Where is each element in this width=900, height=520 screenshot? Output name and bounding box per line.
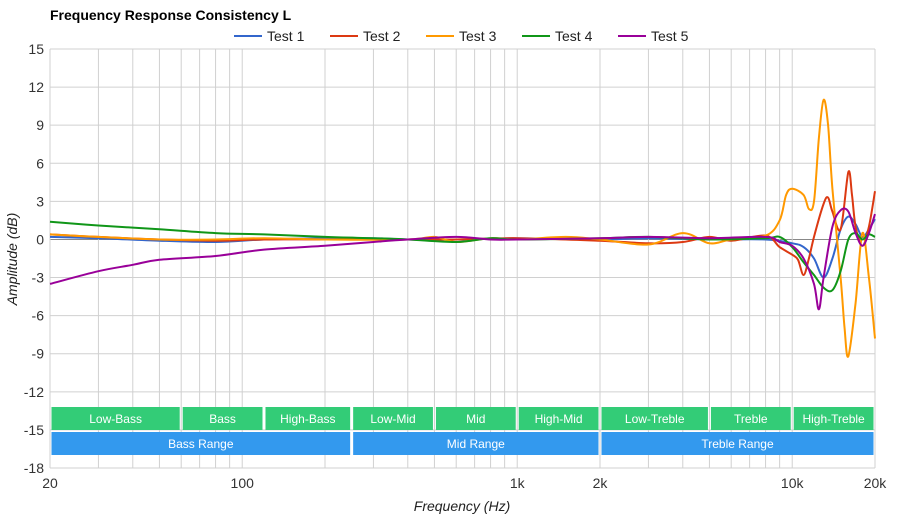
series-line-test-5 bbox=[49, 207, 876, 311]
legend-label: Test 1 bbox=[267, 28, 305, 44]
range-mid-range bbox=[353, 432, 599, 455]
band-label: Low-Mid bbox=[370, 412, 415, 426]
x-axis-label: Frequency (Hz) bbox=[414, 498, 510, 514]
legend-label: Test 4 bbox=[555, 28, 593, 44]
band-low-treble bbox=[601, 407, 708, 430]
y-tick-label: 6 bbox=[36, 155, 44, 171]
band-label: Bass bbox=[209, 412, 236, 426]
band-high-bass bbox=[265, 407, 351, 430]
y-tick-label: 12 bbox=[28, 79, 44, 95]
range-label: Bass Range bbox=[168, 437, 234, 451]
band-label: Low-Treble bbox=[625, 412, 685, 426]
series-line-test-1 bbox=[49, 215, 876, 279]
range-treble-range bbox=[601, 432, 874, 455]
legend: Test 1 Test 2 Test 3 Test 4 Test 5 bbox=[234, 28, 689, 44]
x-tick-label: 20 bbox=[42, 475, 58, 491]
y-tick-label: -6 bbox=[32, 308, 45, 324]
band-treble bbox=[710, 407, 791, 430]
y-axis-label: Amplitude (dB) bbox=[4, 213, 20, 307]
x-tick-label: 100 bbox=[231, 475, 255, 491]
x-tick-label: 20k bbox=[864, 475, 888, 491]
band-label: Low-Bass bbox=[89, 412, 142, 426]
series-line-test-4 bbox=[49, 220, 876, 293]
band-mid bbox=[435, 407, 516, 430]
y-axis-ticks: 15 12 9 6 3 0 -3 -6 -9 -12 -15 -18 bbox=[24, 41, 44, 476]
x-tick-label: 1k bbox=[510, 475, 526, 491]
x-tick-label: 2k bbox=[593, 475, 609, 491]
band-label: High-Treble bbox=[802, 412, 865, 426]
series-lines bbox=[49, 98, 876, 358]
y-tick-label: -3 bbox=[32, 270, 45, 286]
band-low-mid bbox=[353, 407, 433, 430]
y-tick-label: 15 bbox=[28, 41, 44, 57]
range-label: Treble Range bbox=[701, 437, 774, 451]
band-low-bass bbox=[51, 407, 180, 430]
band-overlays: Low-Bass Bass High-Bass Low-Mid Mid High-Mid L… bbox=[51, 407, 874, 455]
legend-label: Test 5 bbox=[651, 28, 689, 44]
band-label: Treble bbox=[734, 412, 768, 426]
band-label: High-Mid bbox=[535, 412, 583, 426]
band-bass bbox=[182, 407, 263, 430]
y-tick-label: -18 bbox=[24, 460, 44, 476]
series-line-test-3 bbox=[49, 98, 876, 358]
legend-label: Test 2 bbox=[363, 28, 401, 44]
band-label: Mid bbox=[466, 412, 485, 426]
y-tick-label: -9 bbox=[32, 346, 45, 362]
y-tick-label: 9 bbox=[36, 117, 44, 133]
chart-title: Frequency Response Consistency L bbox=[50, 7, 292, 23]
band-high-treble bbox=[793, 407, 874, 430]
x-axis-ticks: 20 100 1k 2k 10k 20k bbox=[42, 475, 887, 491]
y-tick-label: -15 bbox=[24, 422, 44, 438]
legend-label: Test 3 bbox=[459, 28, 497, 44]
y-tick-label: 0 bbox=[36, 231, 44, 247]
y-tick-label: 3 bbox=[36, 193, 44, 209]
band-label: High-Bass bbox=[280, 412, 335, 426]
x-tick-label: 10k bbox=[781, 475, 805, 491]
range-label: Mid Range bbox=[447, 437, 505, 451]
band-high-mid bbox=[518, 407, 599, 430]
y-tick-label: -12 bbox=[24, 384, 44, 400]
range-bass-range bbox=[51, 432, 351, 455]
